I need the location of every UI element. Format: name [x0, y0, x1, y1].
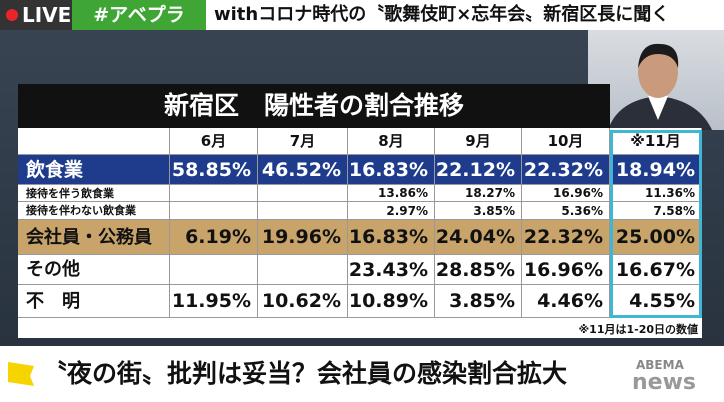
row-label: 会社員・公務員 — [18, 220, 170, 255]
table-cell: 18.94% — [610, 155, 702, 185]
header-corner — [18, 128, 170, 155]
table-cell: 23.43% — [348, 255, 435, 285]
row-label: 接待を伴う飲食業 — [18, 185, 170, 202]
table-cell — [258, 202, 348, 220]
caption-bar — [0, 346, 724, 402]
table-cell: 16.83% — [348, 155, 435, 185]
table-cell: 25.00% — [610, 220, 702, 255]
table-cell — [258, 185, 348, 202]
column-header: 8月 — [348, 128, 435, 155]
table-cell: 28.85% — [435, 255, 522, 285]
table-cell: 16.83% — [348, 220, 435, 255]
column-header: 10月 — [522, 128, 610, 155]
live-dot — [6, 9, 18, 21]
data-table: 6月 7月 8月 9月 10月 ※11月 飲食業 58.85% 46.52% 16.83% 22.1… — [18, 128, 702, 338]
column-header: 9月 — [435, 128, 522, 155]
column-header: 7月 — [258, 128, 348, 155]
table-cell — [170, 255, 258, 285]
table-cell: 4.55% — [610, 285, 702, 318]
table-cell: 46.52% — [258, 155, 348, 185]
program-title: withコロナ時代の〝歌舞伎町×忘年会〟新宿区長に聞く — [206, 0, 724, 30]
table-cell: 2.97% — [348, 202, 435, 220]
live-badge: LIVE — [0, 0, 72, 30]
table-cell: 22.32% — [522, 155, 610, 185]
table-cell — [170, 185, 258, 202]
speaker-figure — [608, 43, 712, 130]
table-cell: 58.85% — [170, 155, 258, 185]
table-cell: 19.96% — [258, 220, 348, 255]
table-cell: 11.95% — [170, 285, 258, 318]
column-highlight — [610, 130, 702, 318]
column-header: 6月 — [170, 128, 258, 155]
table-cell: 16.96% — [522, 255, 610, 285]
table-cell: 7.58% — [610, 202, 702, 220]
table-cell — [258, 255, 348, 285]
table-note: ※11月は1-20日の数値 — [578, 323, 698, 336]
caption: 〝夜の街〟批判は妥当？会社員の感染割合拡大 — [42, 359, 568, 388]
logo-product: news — [632, 370, 697, 395]
table-cell: 16.67% — [610, 255, 702, 285]
table-cell: 22.32% — [522, 220, 610, 255]
row-label: 飲食業 — [18, 155, 170, 185]
table-cell: 10.89% — [348, 285, 435, 318]
table-cell — [170, 202, 258, 220]
table-cell: 10.62% — [258, 285, 348, 318]
logo-brand: ABEMA — [636, 358, 684, 372]
table-title: 新宿区 陽性者の割合推移 — [18, 84, 610, 128]
table-cell: 24.04% — [435, 220, 522, 255]
caption-icon — [8, 362, 34, 386]
row-label: 不 明 — [18, 285, 170, 318]
table-cell: 4.46% — [522, 285, 610, 318]
table-cell: 3.85% — [435, 202, 522, 220]
row-label: その他 — [18, 255, 170, 285]
table-cell: 6.19% — [170, 220, 258, 255]
table-cell: 11.36% — [610, 185, 702, 202]
table-cell: 5.36% — [522, 202, 610, 220]
table-cell: 18.27% — [435, 185, 522, 202]
row-label: 接待を伴わない飲食業 — [18, 202, 170, 220]
hashtag: #アベプラ — [72, 0, 206, 30]
table-cell: 3.85% — [435, 285, 522, 318]
table-cell: 16.96% — [522, 185, 610, 202]
speaker-video — [588, 30, 724, 130]
table-cell: 22.12% — [435, 155, 522, 185]
table-cell: 13.86% — [348, 185, 435, 202]
